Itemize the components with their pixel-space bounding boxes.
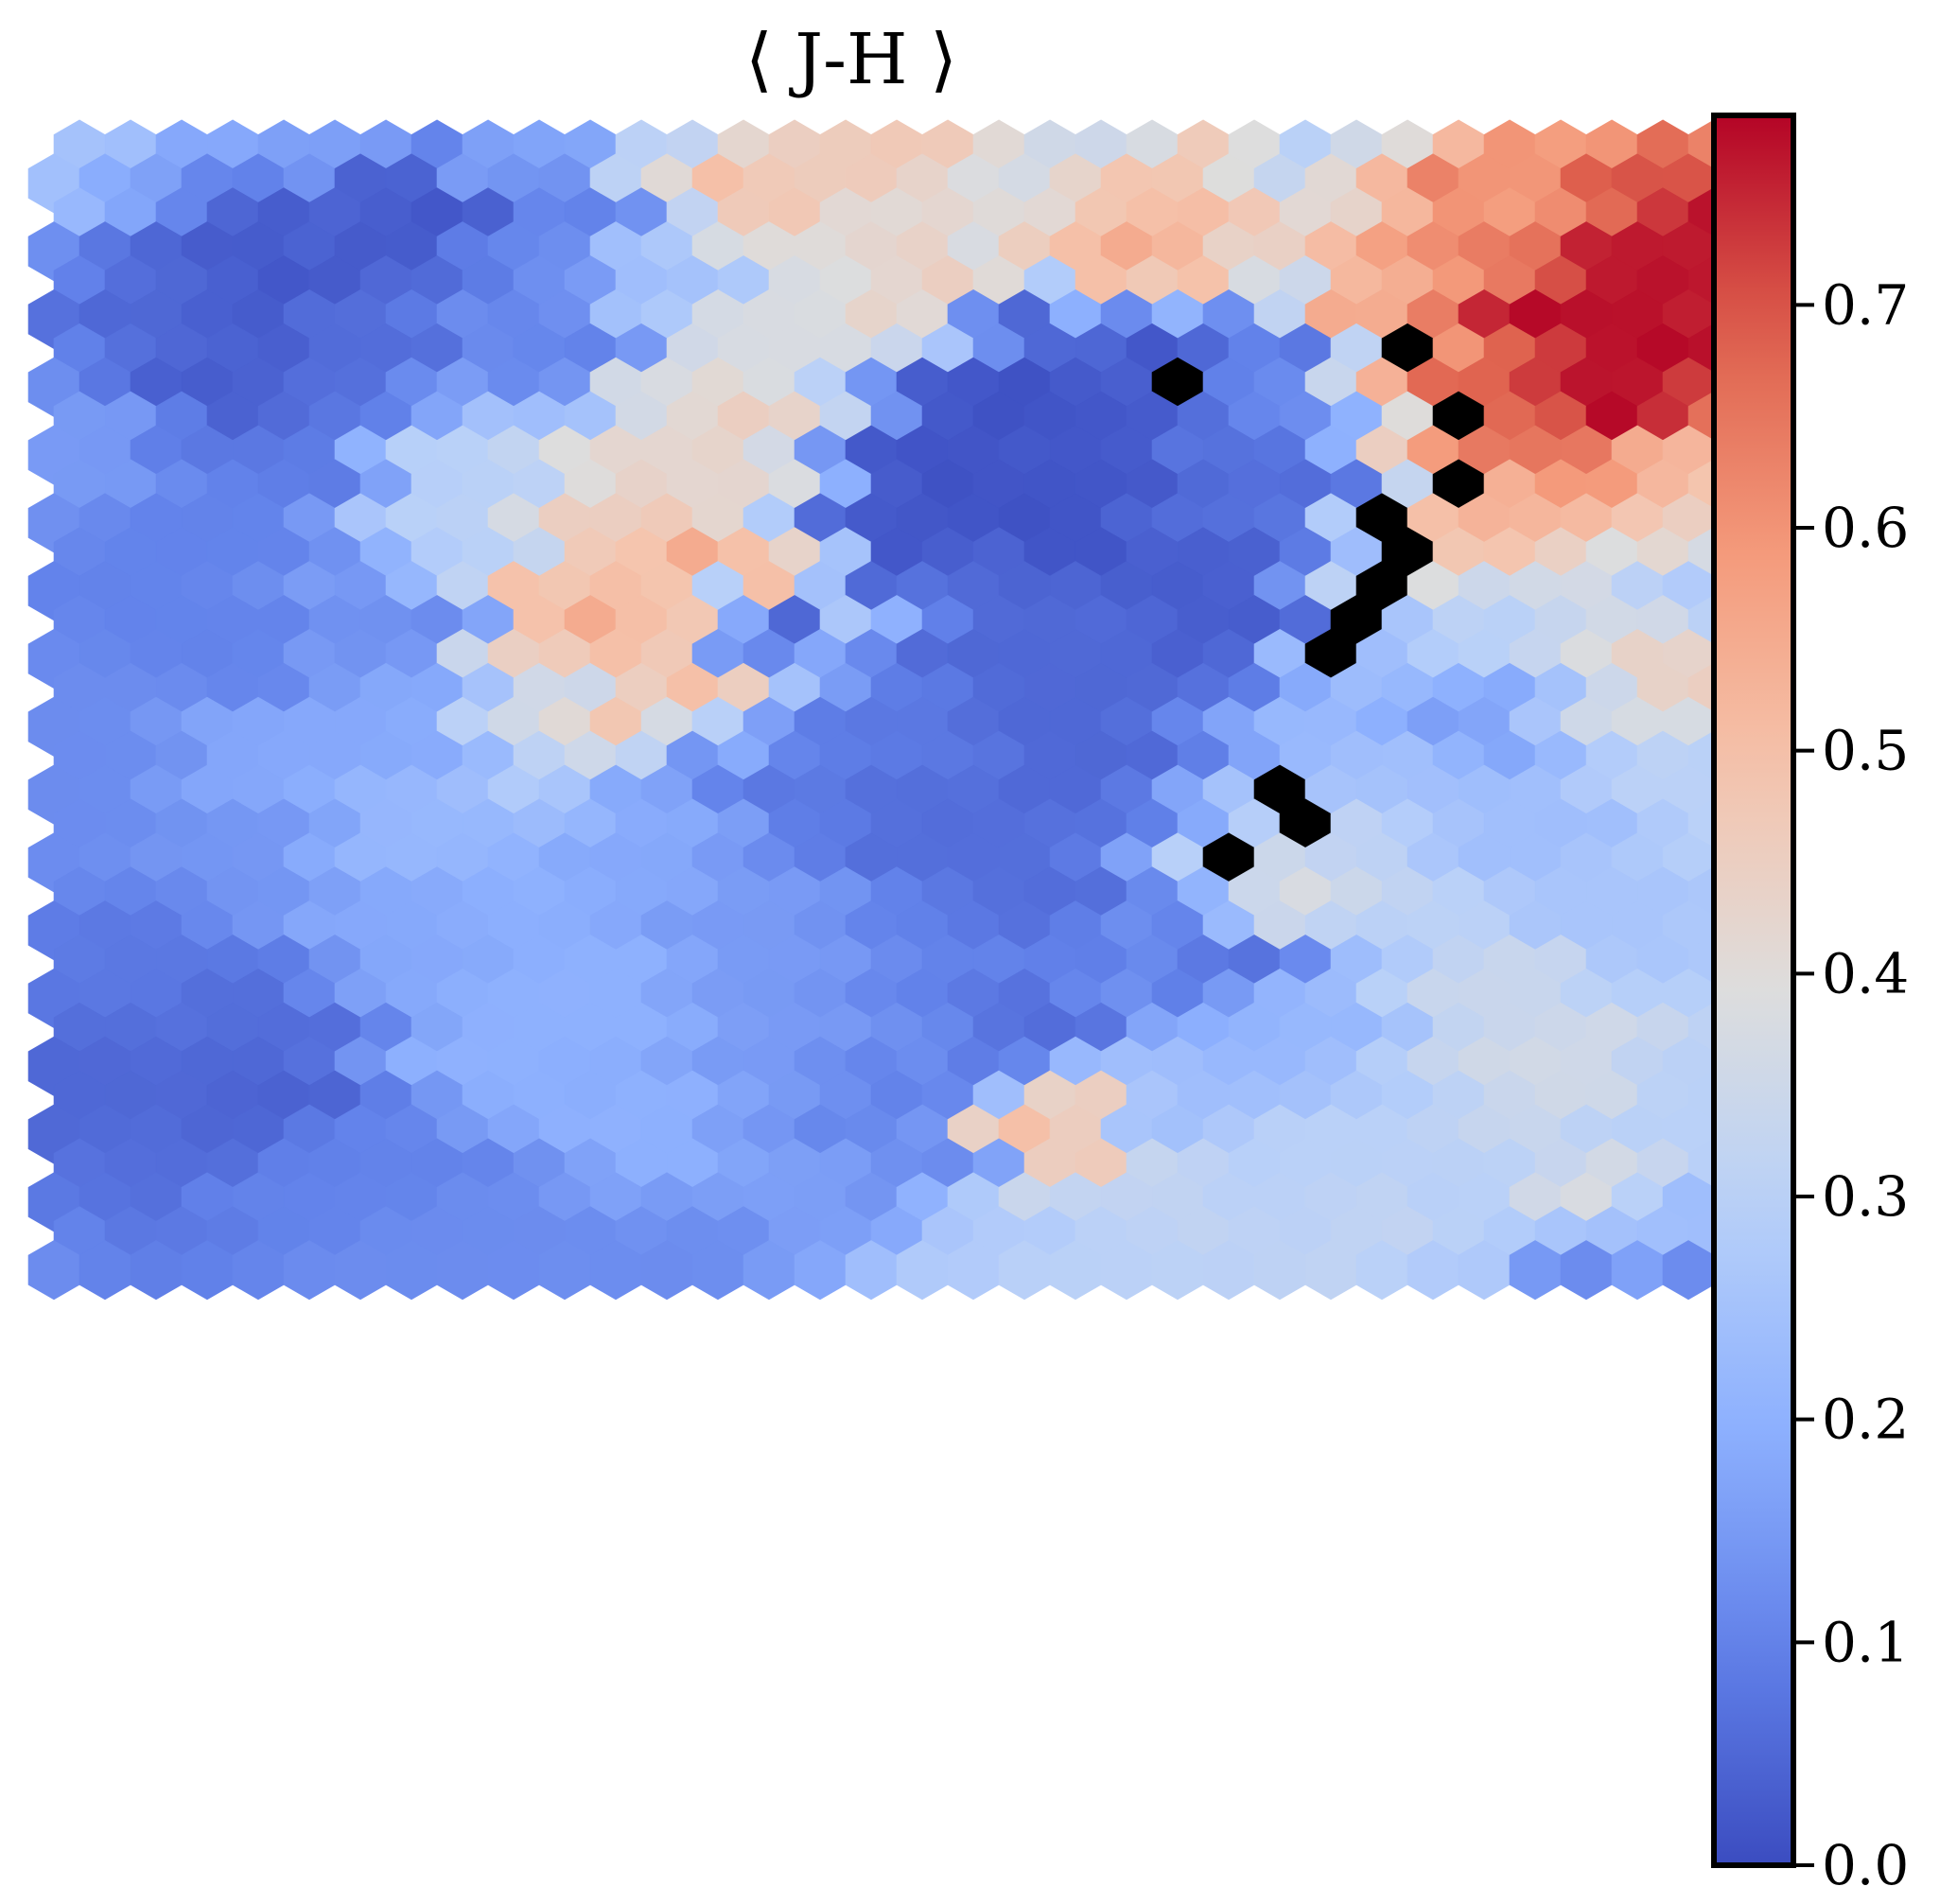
colorbar-tick-label: 0.6 [1822, 496, 1909, 560]
colorbar-tick-label: 0.5 [1822, 719, 1909, 783]
chart-title: ⟨ J-H ⟩ [745, 19, 957, 100]
colorbar-tick-label: 0.3 [1822, 1164, 1909, 1229]
colorbar-tick-label: 0.0 [1822, 1833, 1909, 1897]
colorbar-tick-label: 0.4 [1822, 941, 1909, 1005]
colorbar-tick-label: 0.7 [1822, 272, 1909, 337]
colorbar-tick-label: 0.1 [1822, 1610, 1909, 1674]
colorbar [1711, 113, 1796, 1868]
colorbar-tick-label: 0.2 [1822, 1388, 1909, 1452]
hex-cells [27, 119, 1740, 1301]
